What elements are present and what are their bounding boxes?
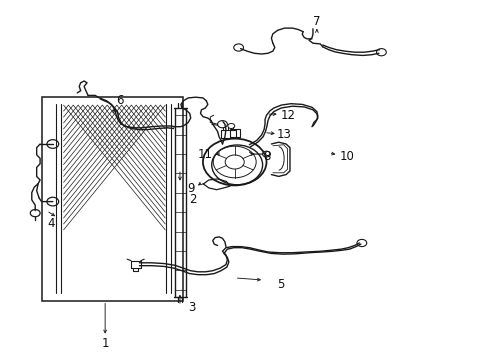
Text: 12: 12 (281, 109, 295, 122)
Text: 10: 10 (339, 150, 354, 163)
Text: 3: 3 (187, 301, 195, 314)
Text: 5: 5 (277, 278, 285, 291)
Text: 6: 6 (116, 94, 123, 107)
Text: 11: 11 (198, 148, 212, 161)
Text: 4: 4 (47, 217, 55, 230)
Text: 13: 13 (276, 129, 290, 141)
Text: 2: 2 (189, 193, 197, 206)
Text: 9: 9 (186, 183, 194, 195)
Text: 7: 7 (312, 15, 320, 28)
Bar (41, 97, 183, 301)
Text: 8: 8 (262, 150, 270, 163)
Text: 1: 1 (101, 337, 109, 350)
